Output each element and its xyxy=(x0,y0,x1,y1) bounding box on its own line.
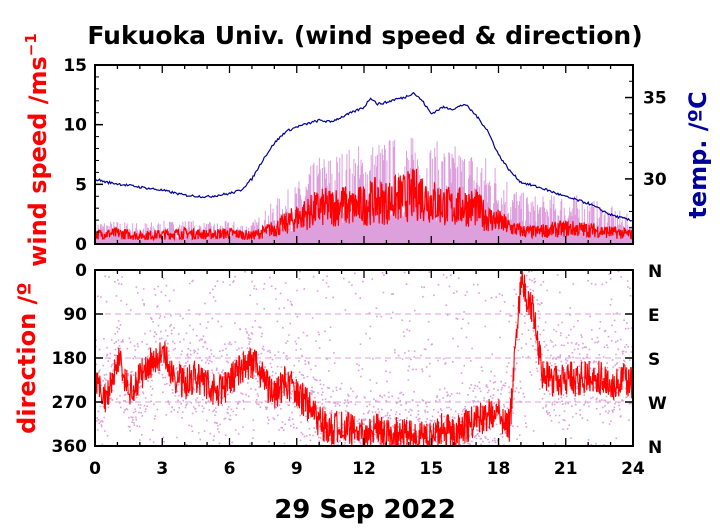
direction-y-tick-label: 270 xyxy=(52,393,88,413)
direction-axis-title: direction /º xyxy=(13,282,41,434)
raw-direction-points xyxy=(95,269,635,447)
compass-tick-label: E xyxy=(648,306,660,326)
compass-tick-label: S xyxy=(648,350,660,370)
wind-y-tick-label: 15 xyxy=(63,56,87,76)
direction-y-tick-label: 360 xyxy=(52,437,88,457)
wind-speed-axis-label: wind speed /ms xyxy=(24,56,52,267)
compass-tick-label: N xyxy=(648,438,662,458)
hour-x-tick-label: 0 xyxy=(89,459,101,479)
temperature-series-line xyxy=(94,91,633,222)
wind-speed-series-layer xyxy=(94,168,634,242)
hour-x-tick-label: 12 xyxy=(352,459,376,479)
direction-y-tick-label: 0 xyxy=(75,261,87,281)
chart-title: Fukuoka Univ. (wind speed & direction) xyxy=(87,21,642,50)
wind-axis-ticks xyxy=(94,64,634,245)
compass-tick-labels: N E S W N xyxy=(648,262,667,458)
direction-y-tick-labels: 0 90 180 270 360 xyxy=(52,261,88,457)
temperature-series-layer xyxy=(94,91,633,222)
hour-x-tick-label: 24 xyxy=(621,459,645,479)
direction-axis-ticks xyxy=(94,269,634,447)
hour-x-tick-label: 9 xyxy=(291,459,303,479)
hour-x-tick-label: 15 xyxy=(419,459,443,479)
temp-y-tick-label: 30 xyxy=(643,170,667,190)
wind-speed-series-line xyxy=(94,168,634,242)
direction-y-tick-label: 180 xyxy=(52,349,88,369)
compass-tick-label: N xyxy=(648,262,662,282)
temperature-axis-title: temp. /ºC xyxy=(684,91,712,218)
hour-x-tick-label: 21 xyxy=(554,459,578,479)
wind-speed-panel: 0 5 10 15 30 35 xyxy=(63,56,667,255)
wind-speed-axis-title: wind speed /ms−1 xyxy=(22,33,52,267)
hour-x-tick-label: 6 xyxy=(224,459,236,479)
wind-y-tick-label: 0 xyxy=(75,235,87,255)
hour-x-tick-label: 3 xyxy=(156,459,168,479)
wind-y-tick-label: 10 xyxy=(63,116,87,136)
wind-y-tick-label: 5 xyxy=(75,175,87,195)
compass-tick-label: W xyxy=(648,394,667,414)
direction-panel: 0 90 180 270 360 N E S W N 0 3 6 9 12 15 18 21 24 xyxy=(52,261,668,479)
direction-y-tick-label: 90 xyxy=(63,305,87,325)
temp-y-tick-labels: 30 35 xyxy=(643,89,667,190)
temp-y-tick-label: 35 xyxy=(643,89,667,109)
wind-y-tick-labels: 0 5 10 15 xyxy=(63,56,87,255)
hour-x-tick-label: 18 xyxy=(487,459,511,479)
hour-x-tick-labels: 0 3 6 9 12 15 18 21 24 xyxy=(89,459,645,479)
wind-speed-axis-unit-superscript: −1 xyxy=(22,33,40,56)
date-axis-title: 29 Sep 2022 xyxy=(274,495,456,525)
